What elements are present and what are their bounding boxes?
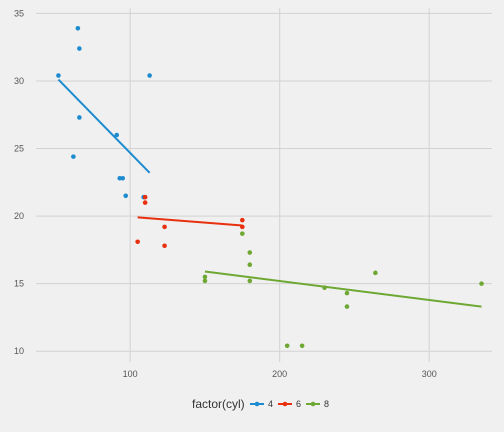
legend-key-point bbox=[282, 401, 288, 407]
data-point-cyl-8 bbox=[322, 285, 327, 290]
legend-label: 8 bbox=[324, 399, 329, 409]
trend-line-cyl-8 bbox=[204, 270, 482, 308]
x-axis-tick-labels: 100 200 300 bbox=[123, 369, 437, 379]
y-axis-tick-labels: 10 15 20 25 30 35 bbox=[14, 8, 24, 356]
data-point-cyl-8 bbox=[202, 274, 208, 280]
x-tick-label: 100 bbox=[123, 369, 138, 379]
x-tick-label: 200 bbox=[272, 369, 287, 379]
trend-line-cyl-4 bbox=[57, 78, 151, 174]
y-tick-label: 30 bbox=[14, 76, 24, 86]
data-point-cyl-4 bbox=[77, 115, 82, 120]
data-points bbox=[56, 25, 484, 349]
data-point-cyl-8 bbox=[202, 278, 208, 284]
data-point-cyl-4 bbox=[120, 175, 126, 181]
y-tick-label: 15 bbox=[14, 279, 24, 289]
y-tick-label: 10 bbox=[14, 346, 24, 356]
data-point-cyl-4 bbox=[123, 193, 129, 199]
data-point-cyl-8 bbox=[479, 281, 484, 286]
data-point-cyl-4 bbox=[71, 154, 76, 159]
y-tick-label: 35 bbox=[14, 8, 24, 18]
legend-item-6: 6 bbox=[278, 399, 301, 409]
data-point-cyl-6 bbox=[162, 243, 167, 249]
data-point-cyl-4 bbox=[114, 132, 120, 138]
legend-key-point bbox=[254, 401, 260, 407]
grid bbox=[36, 8, 492, 362]
data-point-cyl-4 bbox=[56, 73, 61, 78]
legend-item-8: 8 bbox=[306, 399, 329, 409]
data-point-cyl-4 bbox=[77, 46, 82, 51]
data-point-cyl-8 bbox=[299, 343, 305, 349]
data-point-cyl-6 bbox=[240, 224, 245, 230]
y-tick-label: 20 bbox=[14, 211, 24, 221]
data-point-cyl-6 bbox=[135, 239, 140, 245]
legend-title: factor(cyl) bbox=[192, 397, 245, 411]
data-point-cyl-8 bbox=[344, 290, 350, 296]
data-point-cyl-8 bbox=[240, 231, 245, 236]
legend: factor(cyl) 4 6 8 bbox=[192, 397, 329, 411]
data-point-cyl-8 bbox=[284, 343, 290, 349]
trend-lines bbox=[57, 78, 482, 308]
data-point-cyl-8 bbox=[344, 304, 350, 309]
trend-line-cyl-6 bbox=[137, 216, 243, 227]
legend-key-point bbox=[310, 401, 316, 407]
legend-item-4: 4 bbox=[250, 399, 273, 409]
data-point-cyl-6 bbox=[162, 224, 167, 230]
data-point-cyl-4 bbox=[75, 25, 81, 31]
data-point-cyl-6 bbox=[240, 217, 245, 223]
data-point-cyl-8 bbox=[247, 262, 253, 268]
x-tick-label: 300 bbox=[422, 369, 437, 379]
data-point-cyl-6 bbox=[142, 194, 148, 200]
data-point-cyl-8 bbox=[247, 278, 253, 284]
data-point-cyl-8 bbox=[373, 270, 378, 276]
y-tick-label: 25 bbox=[14, 144, 24, 154]
data-point-cyl-8 bbox=[247, 250, 253, 255]
data-point-cyl-4 bbox=[147, 73, 152, 78]
legend-label: 6 bbox=[296, 399, 301, 409]
legend-label: 4 bbox=[268, 399, 273, 409]
data-point-cyl-6 bbox=[142, 200, 148, 205]
